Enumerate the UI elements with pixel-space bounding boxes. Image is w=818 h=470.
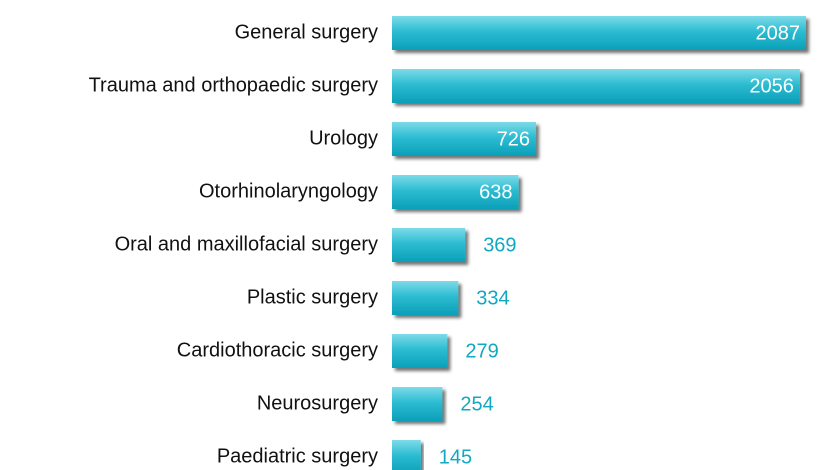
value-label: 2056 (749, 75, 794, 97)
category-label: Plastic surgery (247, 286, 378, 308)
category-label: Trauma and orthopaedic surgery (89, 74, 378, 96)
bar (392, 122, 537, 156)
category-label: Otorhinolaryngology (199, 180, 378, 202)
value-label: 2087 (756, 22, 801, 44)
value-label: 254 (460, 393, 493, 415)
category-label: Cardiothoracic surgery (177, 339, 378, 361)
value-label: 279 (465, 340, 498, 362)
value-label: 369 (483, 234, 516, 256)
value-label: 145 (439, 446, 472, 468)
value-label: 726 (497, 128, 530, 150)
bar (392, 440, 421, 470)
bar (392, 16, 806, 50)
value-label: 638 (479, 181, 512, 203)
bar (392, 228, 466, 262)
bar (392, 281, 459, 315)
category-label: Oral and maxillofacial surgery (115, 233, 378, 255)
category-label: Paediatric surgery (217, 445, 378, 467)
bar (392, 69, 800, 103)
bar (392, 387, 443, 421)
category-label: Urology (309, 127, 378, 149)
bar (392, 334, 448, 368)
category-label: Neurosurgery (257, 392, 378, 414)
value-label: 334 (476, 287, 509, 309)
bar (392, 175, 519, 209)
category-label: General surgery (235, 21, 378, 43)
